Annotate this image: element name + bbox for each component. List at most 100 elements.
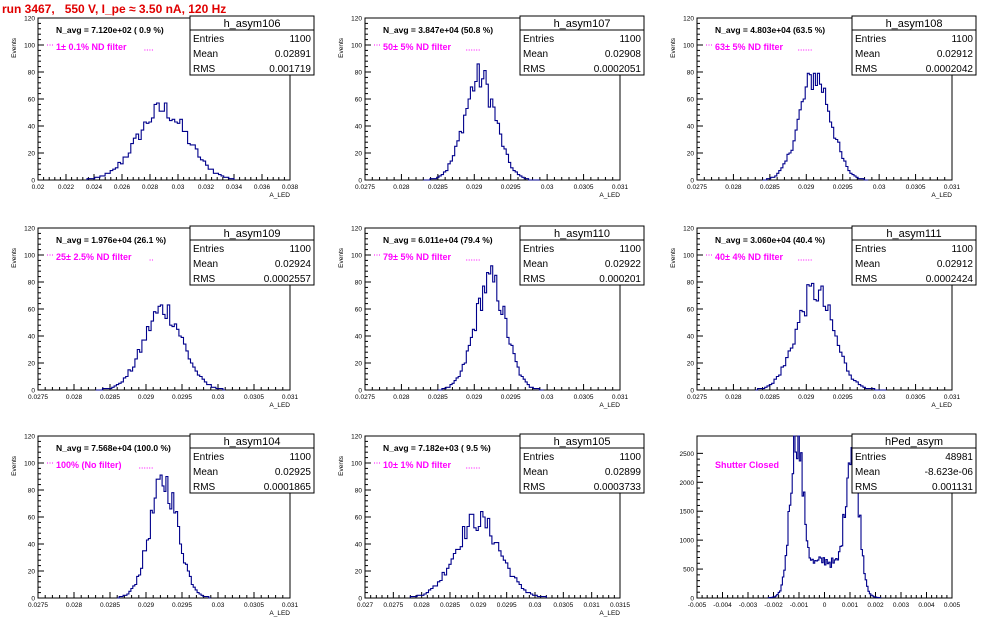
stats-box-frame	[851, 433, 977, 494]
filter-label: 50± 5% ND filter	[383, 42, 451, 52]
x-axis-title: A_LED	[269, 192, 290, 199]
y-tick-label: 0	[358, 178, 362, 185]
y-tick-label: 100	[24, 461, 35, 468]
x-tick-label: 0.03	[212, 394, 225, 401]
histogram-line	[117, 474, 211, 599]
stats-title: h_asym108	[886, 18, 943, 30]
stats-key: Entries	[855, 244, 886, 255]
navg-label: N_avg = 3.060e+04 (40.4 %)	[715, 235, 825, 245]
stats-value: 0.001719	[269, 64, 311, 75]
stats-box-frame	[851, 15, 977, 76]
x-axis-title: A_LED	[599, 402, 620, 409]
x-tick-label: 0.0285	[100, 602, 120, 609]
stats-key: Mean	[193, 49, 218, 60]
x-tick-label: 0.03	[529, 602, 542, 609]
x-tick-label: 0.03	[541, 394, 554, 401]
y-axis-title: Events	[338, 247, 345, 268]
x-tick-label: 0.031	[612, 184, 629, 191]
x-tick-label: 0.027	[357, 602, 374, 609]
stats-value: 1100	[289, 34, 311, 45]
x-tick-label: 0.031	[612, 394, 629, 401]
y-tick-label: 80	[355, 70, 363, 77]
histogram-panel-h_asym110: 0 20 40 60 80 100 120 0.0275 0.028 0.0285 0.029 0.0…	[338, 225, 645, 409]
stats-key: RMS	[193, 482, 216, 493]
x-tick-label: 0.02	[32, 184, 45, 191]
stats-value: 0.02925	[275, 467, 312, 478]
stats-value: 0.0002557	[264, 274, 312, 285]
filter-label: 63± 5% ND filter	[715, 42, 783, 52]
stats-title: h_asym106	[224, 18, 281, 30]
x-tick-label: 0.0285	[428, 184, 448, 191]
stats-box-frame	[189, 433, 315, 494]
x-tick-label: 0.0305	[906, 184, 926, 191]
histogram-panel-hPed_asym: 0 500 1000 1500 2000 2500 -0.005 -0.004 -0.003 -0…	[680, 433, 977, 609]
y-axis-title: Events	[670, 247, 677, 268]
x-tick-label: 0.028	[725, 394, 742, 401]
y-tick-label: 40	[355, 124, 363, 131]
stats-key: Entries	[193, 244, 224, 255]
x-axis-title: A_LED	[269, 610, 290, 617]
x-tick-label: 0.0275	[28, 602, 48, 609]
stats-value: 48981	[945, 452, 973, 463]
y-tick-label: 100	[351, 43, 362, 50]
filter-label: 79± 5% ND filter	[383, 252, 451, 262]
x-tick-label: 0.03	[541, 184, 554, 191]
stats-key: Mean	[523, 49, 548, 60]
x-tick-label: 0.0295	[501, 184, 521, 191]
navg-label: N_avg = 6.011e+04 (79.4 %)	[383, 235, 493, 245]
y-tick-label: 100	[683, 43, 694, 50]
x-tick-label: 0.029	[470, 602, 487, 609]
stats-key: Mean	[193, 259, 218, 270]
navg-label: N_avg = 7.568e+04 (100.0 %)	[56, 443, 171, 453]
navg-label: N_avg = 4.803e+04 (63.5 %)	[715, 25, 825, 35]
stats-key: Mean	[523, 467, 548, 478]
stats-value: 0.02899	[605, 467, 642, 478]
y-tick-label: 20	[28, 569, 36, 576]
stats-key: RMS	[523, 274, 546, 285]
x-tick-label: 0.0285	[100, 394, 120, 401]
histogram-line	[95, 304, 226, 391]
stats-value: 0.02908	[605, 49, 642, 60]
y-tick-label: 0	[31, 596, 35, 603]
y-tick-label: 80	[355, 280, 363, 287]
y-tick-label: 40	[355, 542, 363, 549]
histogram-panel-h_asym106: 0 20 40 60 80 100 120 0.02 0.022 0.024 0.026 0.028 0…	[11, 15, 315, 199]
stats-title: h_asym104	[224, 436, 281, 448]
x-tick-label: -0.003	[739, 602, 758, 609]
y-tick-label: 40	[28, 124, 36, 131]
stats-value: 1100	[619, 244, 641, 255]
x-tick-label: 0.0295	[172, 602, 192, 609]
x-tick-label: -0.001	[790, 602, 809, 609]
stats-key: Mean	[523, 259, 548, 270]
stats-key: Entries	[523, 452, 554, 463]
stats-value: 0.0002424	[926, 274, 974, 285]
stats-key: Mean	[855, 259, 880, 270]
x-tick-label: 0.028	[414, 602, 431, 609]
y-tick-label: 120	[683, 16, 694, 23]
y-tick-label: 20	[355, 151, 363, 158]
x-tick-label: 0.024	[86, 184, 103, 191]
navg-label: N_avg = 3.847e+04 (50.8 %)	[383, 25, 493, 35]
stats-key: Entries	[523, 244, 554, 255]
y-tick-label: 60	[355, 515, 363, 522]
x-tick-label: 0.03	[172, 184, 185, 191]
x-tick-label: 0.0275	[355, 394, 375, 401]
y-tick-label: 0	[690, 596, 694, 603]
x-tick-label: 0.0285	[440, 602, 460, 609]
y-axis-title: Events	[338, 37, 345, 58]
stats-title: hPed_asym	[885, 436, 943, 448]
x-tick-label: 0.0295	[497, 602, 517, 609]
x-tick-label: 0.03	[873, 184, 886, 191]
x-tick-label: 0.028	[393, 394, 410, 401]
y-tick-label: 20	[355, 569, 363, 576]
y-tick-label: 1000	[680, 538, 695, 545]
stats-value: 0.02891	[275, 49, 312, 60]
y-tick-label: 0	[358, 596, 362, 603]
x-tick-label: 0.032	[198, 184, 215, 191]
x-tick-label: 0.029	[138, 394, 155, 401]
x-tick-label: 0.028	[142, 184, 159, 191]
x-tick-label: 0.038	[282, 184, 299, 191]
